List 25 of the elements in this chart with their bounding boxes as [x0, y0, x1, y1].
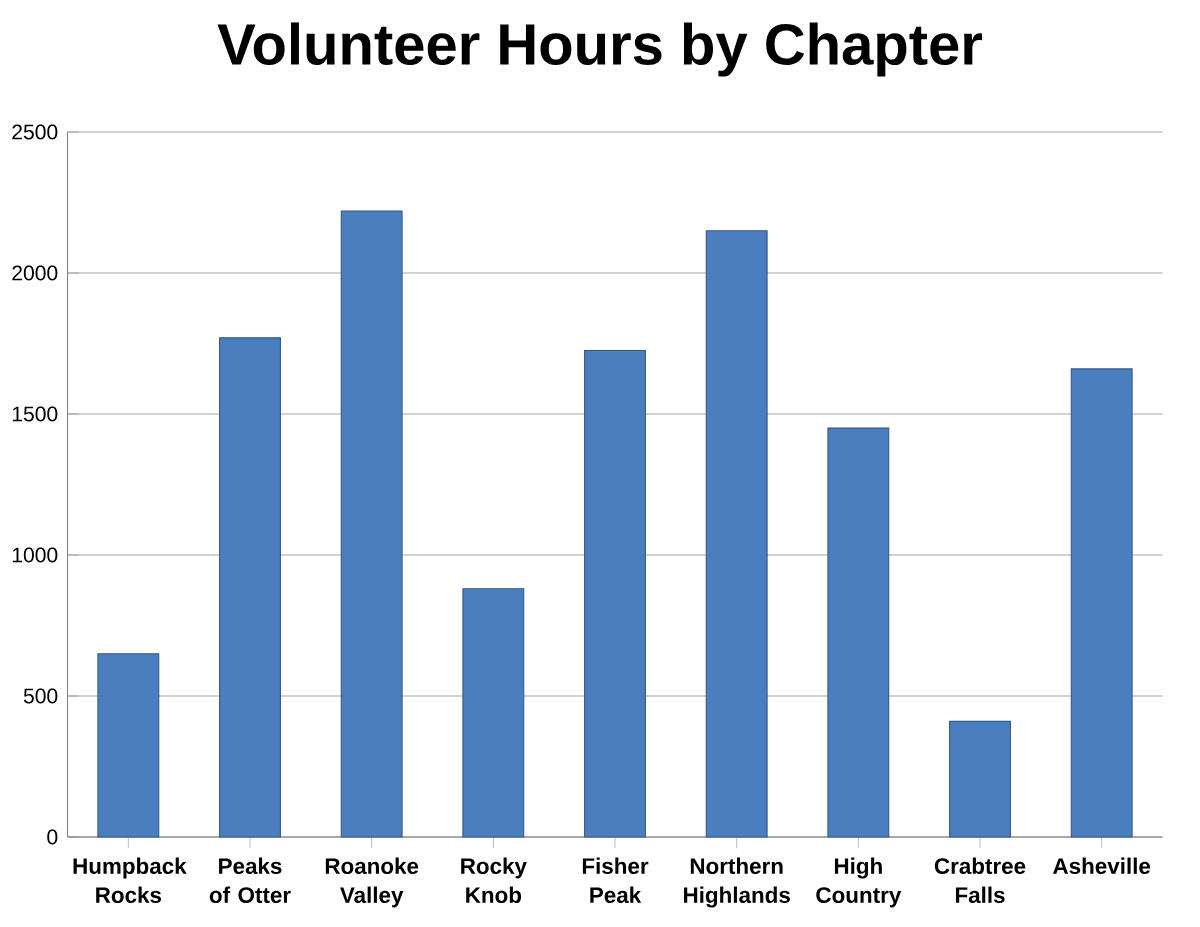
x-tick-label: Crabtree Falls: [934, 857, 1026, 904]
x-tick-label: Roanoke Valley: [325, 857, 419, 908]
bar: [584, 350, 646, 838]
y-tick-label: 1000: [12, 547, 58, 563]
bar: [705, 230, 768, 838]
bar: [219, 337, 281, 838]
bar: [827, 427, 890, 838]
bar: [949, 720, 1011, 838]
bar: [1070, 368, 1133, 838]
x-tick-label: Humpback Rocks: [73, 857, 187, 904]
y-tick-label: 2500: [12, 124, 58, 140]
bar: [462, 588, 525, 838]
y-tick-label: 0: [47, 829, 58, 845]
x-tick-label: Fisher Peak: [582, 857, 649, 904]
y-tick-label: 500: [23, 688, 58, 704]
y-tick-label: 2000: [12, 265, 58, 281]
chart-title: Volunteer Hours by Chapter: [217, 22, 983, 77]
bar: [340, 210, 403, 838]
x-tick-label: Asheville: [1053, 857, 1151, 875]
y-tick-label: 1500: [12, 406, 58, 422]
x-tick-label: Peaks of Otter: [209, 857, 291, 904]
bar: [97, 653, 160, 838]
x-tick-label: Rocky Knob: [461, 857, 527, 904]
x-tick-label: Northern Highlands: [684, 857, 790, 908]
x-tick-label: High Country: [816, 857, 902, 908]
